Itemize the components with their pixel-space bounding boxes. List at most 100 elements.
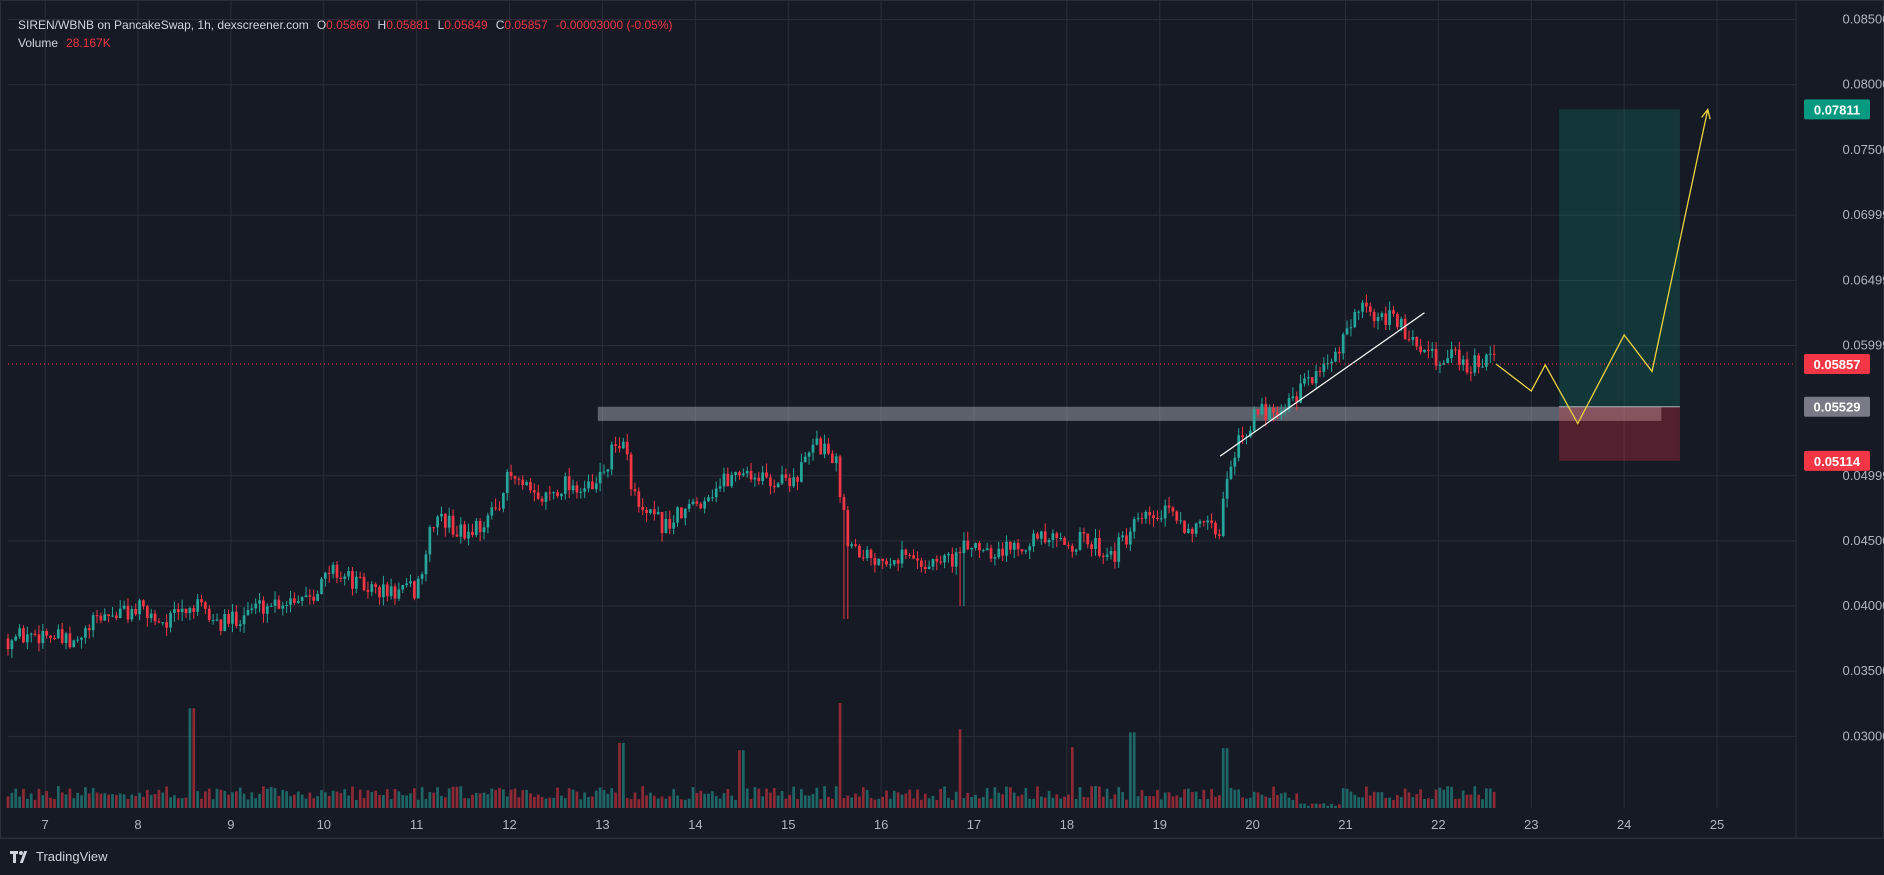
- candle-body: [1221, 498, 1225, 536]
- candle-body: [1144, 512, 1148, 519]
- candle-body: [1318, 371, 1322, 373]
- candle-body: [107, 614, 110, 616]
- candle-body: [1136, 518, 1140, 520]
- volume-bar: [803, 795, 807, 808]
- candle-body: [432, 527, 436, 529]
- candle-body: [807, 452, 811, 457]
- volume-bar: [587, 796, 590, 808]
- candle-body: [416, 578, 420, 599]
- candle-body: [753, 477, 757, 480]
- volume-bar: [947, 797, 950, 808]
- candle-body: [273, 599, 277, 606]
- volume-bar: [1279, 793, 1283, 808]
- volume-bar: [699, 790, 703, 808]
- candle-body: [800, 462, 803, 482]
- candle-body: [327, 572, 331, 574]
- volume-bar: [1307, 805, 1310, 808]
- candle-body: [138, 600, 141, 615]
- candle-body: [575, 485, 579, 493]
- candle-body: [200, 599, 203, 603]
- candle-body: [966, 540, 970, 550]
- volume-bar: [606, 793, 610, 808]
- tradingview-brand[interactable]: TradingView: [10, 849, 108, 864]
- volume-label[interactable]: Volume: [18, 36, 59, 50]
- stop-loss-zone: [1559, 406, 1680, 461]
- volume-bar: [637, 799, 641, 808]
- candle-body: [970, 547, 974, 550]
- candle-body: [869, 549, 873, 558]
- volume-bar: [1492, 791, 1496, 808]
- volume-bar: [1198, 799, 1202, 808]
- candle-body: [652, 509, 656, 515]
- volume-bar: [95, 792, 99, 808]
- candle-body: [53, 637, 56, 639]
- candle-body: [1063, 537, 1066, 545]
- volume-bar: [385, 789, 389, 808]
- y-tick-label: 0.06499: [1843, 272, 1884, 287]
- candle-body: [378, 586, 381, 598]
- volume-bar: [1268, 797, 1272, 808]
- volume-bar: [1090, 786, 1093, 808]
- volume-bar: [602, 789, 606, 808]
- volume-bar: [416, 799, 420, 808]
- volume-bar: [1384, 797, 1388, 808]
- candle-body: [1376, 316, 1380, 322]
- volume-bar: [513, 788, 517, 808]
- candle-body: [1430, 348, 1434, 351]
- volume-bar: [505, 796, 509, 808]
- candle-body: [246, 609, 250, 616]
- volume-bar: [614, 792, 617, 808]
- volume-bar: [1430, 799, 1434, 808]
- volume-bar: [532, 796, 536, 808]
- volume-bar: [687, 798, 691, 808]
- volume-bar: [1341, 788, 1345, 808]
- candle-body: [896, 560, 900, 564]
- candle-body: [122, 605, 126, 609]
- candle-body: [552, 492, 556, 494]
- volume-bar: [486, 794, 490, 808]
- price-marker-badge: [1804, 396, 1870, 417]
- candle-body: [250, 608, 254, 610]
- candle-body: [385, 584, 389, 597]
- candle-body: [765, 472, 768, 478]
- candle-body: [1434, 348, 1438, 366]
- candle-body: [950, 554, 954, 567]
- candle-body: [1055, 533, 1059, 539]
- volume-bar: [970, 796, 974, 808]
- candle-body: [939, 561, 943, 563]
- volume-bar: [1117, 787, 1121, 808]
- volume-bar: [126, 798, 130, 808]
- symbol-label[interactable]: SIREN/WBNB on PancakeSwap, 1h, dexscreen…: [18, 18, 309, 32]
- candle-body: [1194, 523, 1198, 534]
- volume-bar: [1477, 794, 1481, 808]
- candle-body: [219, 619, 223, 631]
- candle-body: [1307, 377, 1310, 379]
- volume-bar: [41, 795, 45, 808]
- volume-bar: [1105, 788, 1109, 808]
- candle-body: [60, 629, 64, 644]
- volume-bar: [1179, 797, 1183, 808]
- candle-body: [153, 613, 157, 622]
- volume-bar: [149, 794, 153, 808]
- volume-bar: [308, 792, 312, 808]
- volume-bar: [354, 799, 358, 808]
- volume-bar: [935, 799, 939, 808]
- candle-body: [509, 471, 513, 477]
- volume-bar: [529, 793, 532, 808]
- volume-bar: [1043, 797, 1047, 808]
- volume-bar: [583, 792, 587, 808]
- volume-bar: [881, 796, 885, 808]
- volume-bar: [347, 795, 350, 808]
- volume-bar: [912, 798, 915, 808]
- volume-bar: [1426, 798, 1430, 808]
- volume-bar: [219, 789, 223, 808]
- volume-bar: [265, 788, 269, 808]
- candle-body: [149, 613, 153, 619]
- candle-body: [211, 619, 215, 621]
- candle-body: [1260, 403, 1264, 415]
- volume-bar: [1411, 797, 1415, 808]
- candle-body: [447, 515, 451, 528]
